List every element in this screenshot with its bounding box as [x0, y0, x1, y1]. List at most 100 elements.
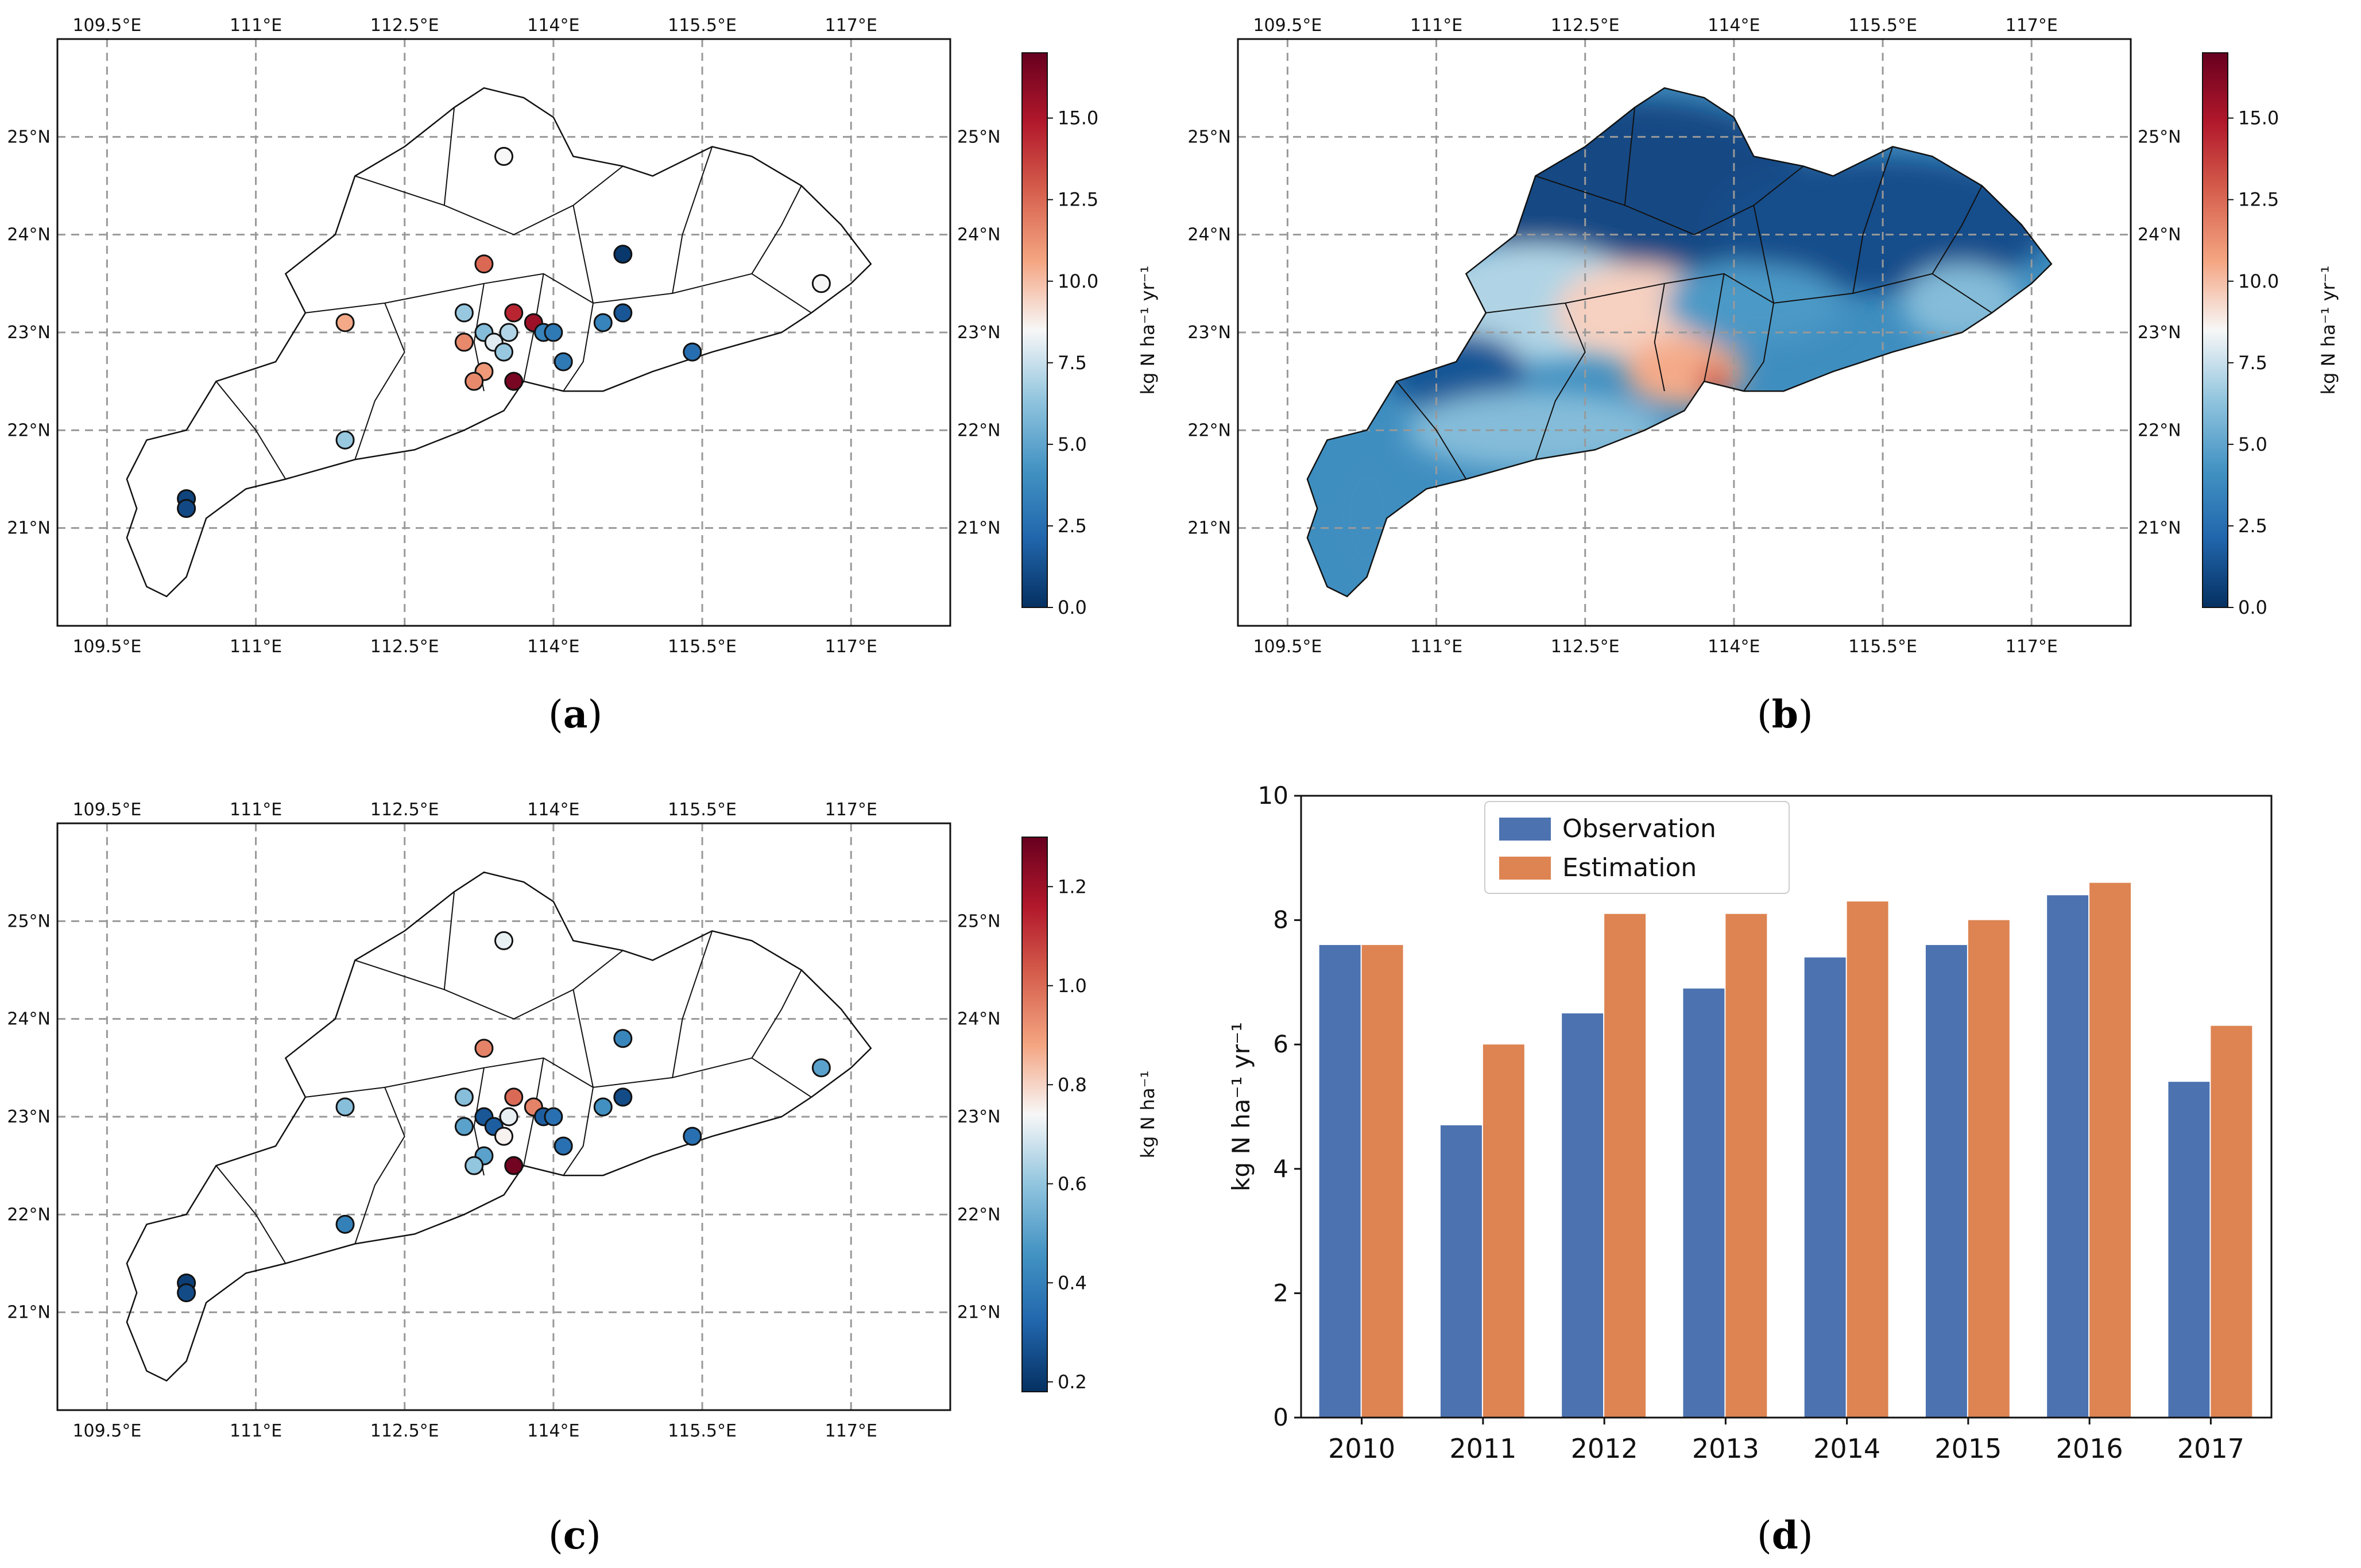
bar-estimation — [1968, 920, 2010, 1418]
province-borders-a — [126, 87, 872, 598]
lon-tick-label-top: 117°E — [2006, 16, 2058, 36]
heatmap-region — [1902, 264, 2022, 343]
y-axis-label: kg N ha⁻¹ yr⁻¹ — [1227, 1022, 1255, 1191]
x-tick-label: 2014 — [1813, 1433, 1880, 1464]
station-point — [613, 1029, 633, 1048]
city-border — [672, 146, 713, 294]
bar-estimation — [1604, 913, 1646, 1418]
map-frame-c: 109.5°E 109.5°E 111°E 111°E 112.5°E 112.5°E 11… — [7, 800, 1000, 1441]
lat-tick-label-right: 21°N — [957, 1303, 1001, 1323]
city-border — [523, 1058, 544, 1166]
lat-tick-label-right: 25°N — [2138, 127, 2181, 147]
lon-tick-label-bottom: 112.5°E — [370, 1421, 439, 1441]
lon-tick-label-bottom: 115.5°E — [1848, 637, 1917, 657]
colorbar-tick-label: 0.2 — [1058, 1371, 1087, 1393]
lon-tick-label-top: 111°E — [230, 16, 282, 36]
city-border — [305, 273, 812, 313]
station-point — [177, 1283, 196, 1303]
station-point — [554, 352, 573, 371]
station-point — [465, 1156, 484, 1175]
y-tick-label: 6 — [1273, 1030, 1288, 1058]
lon-tick-label-bottom: 111°E — [1410, 637, 1462, 657]
bar-estimation — [1725, 913, 1767, 1418]
lat-tick-label-left: 22°N — [1187, 420, 1231, 440]
bar-observation — [1925, 944, 1967, 1418]
station-point — [683, 342, 702, 362]
lon-tick-label-top: 111°E — [230, 800, 282, 820]
lat-tick-label-left: 21°N — [1187, 518, 1231, 539]
lat-tick-label-left: 25°N — [1187, 127, 1231, 147]
lat-tick-label-left: 25°N — [7, 127, 51, 147]
city-border — [1535, 303, 1586, 460]
city-border — [215, 381, 287, 480]
lon-tick-label-top: 115.5°E — [1848, 16, 1917, 36]
bar-observation — [2168, 1082, 2210, 1418]
lon-tick-label-top: 109.5°E — [1253, 16, 1322, 36]
y-tick-label: 0 — [1273, 1403, 1288, 1431]
lat-tick-label-right: 23°N — [2138, 323, 2181, 343]
lon-tick-label-top: 117°E — [825, 16, 877, 36]
lat-tick-label-right: 25°N — [957, 911, 1001, 931]
station-point — [811, 274, 831, 293]
lon-tick-label-bottom: 112.5°E — [1551, 637, 1620, 657]
bar-estimation — [1847, 901, 1888, 1418]
legend-box — [1484, 801, 1790, 894]
colorbar-label: kg N ha⁻¹ yr⁻¹ — [1137, 266, 1159, 395]
panel-label-c: (c) — [548, 1513, 601, 1558]
heatmap-region — [1327, 450, 1407, 587]
station-point — [335, 430, 355, 450]
station-point — [683, 1126, 702, 1146]
lon-tick-label-bottom: 109.5°E — [72, 1421, 141, 1441]
city-border — [1535, 165, 1804, 235]
colorbar-tick-label: 1.0 — [1058, 975, 1087, 997]
city-border — [672, 931, 713, 1078]
province-outline — [126, 871, 872, 1382]
station-point — [811, 1058, 831, 1078]
bar-observation — [1804, 957, 1846, 1418]
legend-label-observation: Observation — [1562, 814, 1716, 843]
colorbar-bar — [1021, 837, 1048, 1392]
city-border — [1654, 283, 1665, 392]
lon-tick-label-top: 111°E — [1410, 16, 1462, 36]
lon-tick-label-top: 112.5°E — [370, 800, 439, 820]
lon-tick-label-top: 114°E — [1708, 16, 1760, 36]
station-point — [454, 332, 474, 352]
map-frame-b: 109.5°E 109.5°E 111°E 111°E 112.5°E 112.5°E 11… — [1187, 16, 2181, 657]
station-point — [177, 499, 196, 518]
x-tick-label: 2011 — [1449, 1433, 1516, 1464]
legend-label-estimation: Estimation — [1562, 853, 1697, 882]
colorbar-b: 0.0 2.5 5.0 7.5 10.0 12.5 15.0 kg N ha⁻¹ yr⁻¹ — [2202, 52, 2339, 618]
station-point — [494, 342, 513, 362]
city-border — [572, 989, 594, 1088]
city-border — [1743, 303, 1774, 392]
bar-axes-box — [1300, 795, 2273, 1419]
colorbar-bar — [1021, 52, 1048, 608]
lon-tick-label-bottom: 111°E — [230, 637, 282, 657]
station-point — [454, 1087, 474, 1107]
panel-label-b: (b) — [1757, 692, 1813, 737]
city-border — [572, 205, 594, 304]
lon-tick-label-bottom: 112.5°E — [370, 637, 439, 657]
station-point — [544, 323, 563, 342]
lon-tick-label-top: 114°E — [527, 800, 579, 820]
province-borders-c — [126, 871, 872, 1382]
lat-tick-label-right: 22°N — [2138, 420, 2181, 440]
lat-tick-label-left: 23°N — [1187, 323, 1231, 343]
map-panel-a: 109.5°E 109.5°E 111°E 111°E 112.5°E 112.5°E 11… — [7, 16, 1159, 657]
panel-label-a: (a) — [548, 692, 603, 737]
bar-observation — [2047, 895, 2089, 1418]
x-tick-label: 2012 — [1571, 1433, 1638, 1464]
heatmap-region — [1624, 337, 1744, 406]
bar-estimation — [2211, 1025, 2252, 1418]
lat-tick-label-right: 24°N — [957, 1009, 1001, 1029]
city-border — [354, 1087, 405, 1244]
legend-swatch-observation — [1499, 818, 1551, 841]
lat-tick-label-right: 24°N — [2138, 225, 2181, 245]
city-border — [523, 273, 544, 382]
city-border — [1753, 205, 1774, 304]
map-axes-box — [56, 38, 951, 627]
station-point — [499, 323, 518, 342]
lat-tick-label-left: 22°N — [7, 1205, 51, 1225]
bar-observation — [1319, 944, 1361, 1418]
map-frame-a: 109.5°E 109.5°E 111°E 111°E 112.5°E 112.5°E 11… — [7, 16, 1000, 657]
